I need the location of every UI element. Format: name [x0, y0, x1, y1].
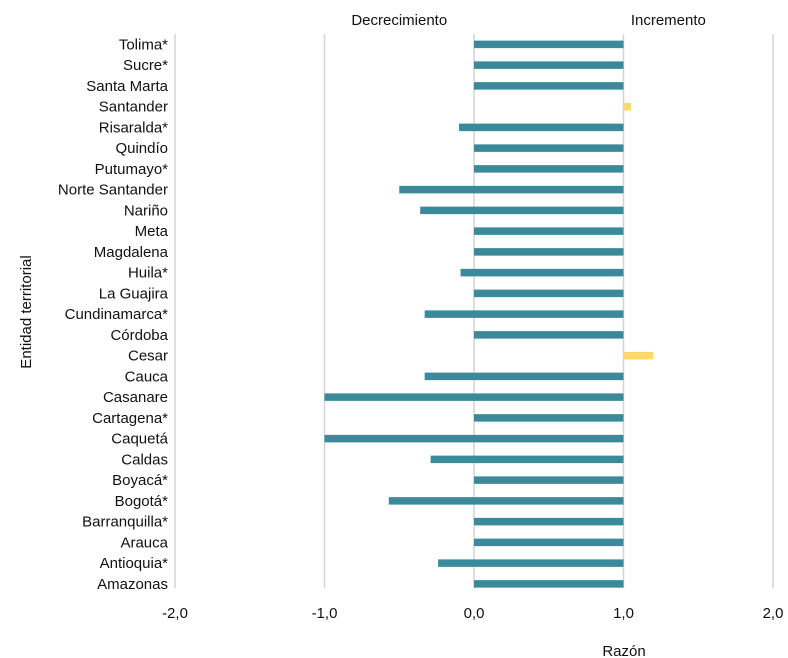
- bar: [474, 518, 624, 526]
- category-label: Magdalena: [94, 244, 169, 261]
- x-axis-label: Razón: [602, 643, 645, 658]
- bar: [474, 227, 624, 235]
- bar: [420, 207, 623, 215]
- bar: [325, 393, 624, 401]
- category-label: Córdoba: [110, 327, 168, 344]
- category-label: Cundinamarca*: [65, 306, 169, 323]
- bar: [431, 456, 624, 464]
- category-label: Risaralda*: [99, 119, 168, 136]
- x-tick-labels: -2,0 -1,0 0,0 1,0 2,0: [162, 605, 783, 622]
- annotation-label: Incremento: [631, 12, 706, 29]
- bar: [474, 144, 624, 152]
- bar: [474, 476, 624, 484]
- category-label: Cartagena*: [92, 410, 168, 427]
- category-label: Nariño: [124, 202, 168, 219]
- category-label: Casanare: [103, 389, 168, 406]
- x-tick-label: 0,0: [464, 605, 485, 622]
- bar: [438, 559, 623, 567]
- category-labels: Tolima* Sucre* Santa Marta Santander Risaral…: [58, 36, 169, 593]
- x-tick-label: -1,0: [312, 605, 338, 622]
- bar: [474, 248, 624, 256]
- bar: [399, 186, 623, 194]
- bar: [474, 61, 624, 69]
- bar: [425, 373, 624, 381]
- category-label: Putumayo*: [95, 161, 169, 178]
- category-label: Bogotá*: [115, 493, 169, 510]
- bar: [325, 435, 624, 443]
- bar: [461, 269, 624, 277]
- category-label: Tolima*: [119, 36, 168, 53]
- bar: [474, 290, 624, 298]
- bars: [325, 41, 654, 588]
- category-label: Cesar: [128, 348, 168, 365]
- category-label: Santander: [99, 99, 168, 116]
- category-label: Quindío: [115, 140, 168, 157]
- category-label: Caldas: [121, 451, 168, 468]
- y-axis-label: Entidad territorial: [18, 255, 35, 368]
- category-label: Huila*: [128, 265, 168, 282]
- x-tick-label: 2,0: [763, 605, 784, 622]
- annotation-label: Decrecimiento: [351, 12, 447, 29]
- bar: [624, 352, 654, 360]
- bar: [474, 580, 624, 588]
- category-label: Boyacá*: [112, 472, 168, 489]
- category-label: Caquetá: [111, 431, 168, 448]
- bar: [425, 310, 624, 318]
- bar: [459, 124, 623, 132]
- bar: [389, 497, 624, 505]
- bar: [624, 103, 631, 111]
- bar: [474, 82, 624, 90]
- annotations: Decrecimiento Incremento: [351, 12, 706, 29]
- category-label: Arauca: [120, 534, 168, 551]
- bar: [474, 414, 624, 422]
- category-label: Norte Santander: [58, 182, 168, 199]
- bar: [474, 41, 624, 49]
- category-label: La Guajira: [99, 285, 169, 302]
- category-label: Meta: [135, 223, 169, 240]
- bar: [474, 331, 624, 339]
- bar: [474, 165, 624, 173]
- category-label: Antioquia*: [100, 555, 169, 572]
- x-tick-label: -2,0: [162, 605, 188, 622]
- x-tick-label: 1,0: [613, 605, 634, 622]
- category-label: Cauca: [125, 368, 169, 385]
- bar: [474, 539, 624, 547]
- category-label: Sucre*: [123, 57, 168, 74]
- category-label: Amazonas: [97, 576, 168, 593]
- category-label: Santa Marta: [86, 78, 168, 95]
- category-label: Barranquilla*: [82, 514, 168, 531]
